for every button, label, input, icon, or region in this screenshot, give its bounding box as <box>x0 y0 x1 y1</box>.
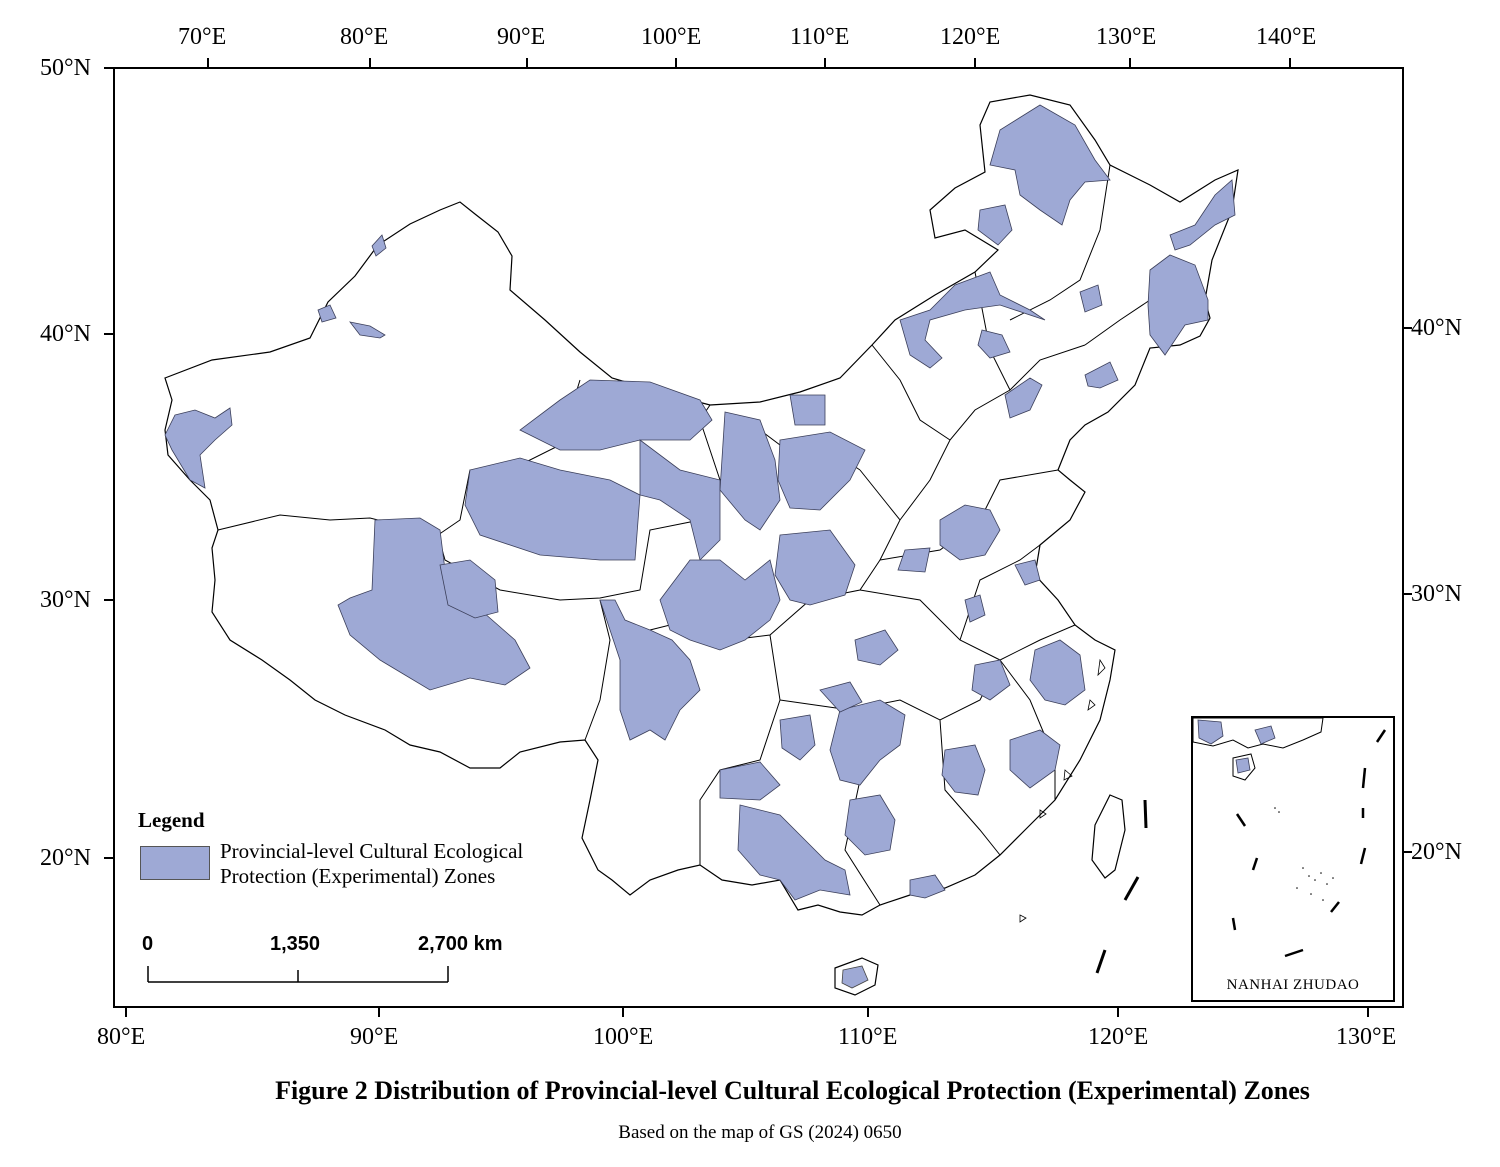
legend-swatch <box>140 846 210 880</box>
legend: Legend Provincial-level Cultural Ecologi… <box>138 808 523 888</box>
zone-sichuan <box>659 559 781 651</box>
right-lat-label-40: 40°N <box>1411 315 1462 341</box>
zone-xinjiang-3 <box>371 234 387 257</box>
graticule-ticks <box>104 58 1412 1017</box>
zone-guangxi-1 <box>737 804 851 901</box>
zone-inner-mongolia-2 <box>899 271 1046 369</box>
zone-hlj-2 <box>1169 179 1236 251</box>
bottom-lon-label-110: 110°E <box>838 1024 898 1050</box>
inset-label: NANHAI ZHUDAO <box>1226 977 1360 993</box>
zone-hebei-1 <box>977 329 1011 359</box>
scale-bar <box>147 966 449 983</box>
zone-xinjiang-2 <box>349 321 386 339</box>
inset-map-drawing <box>1192 717 1387 958</box>
zone-xinjiang-4 <box>317 304 337 323</box>
zone-liaoning <box>1084 361 1119 389</box>
zone-zhejiang <box>1029 639 1086 706</box>
inset-zone-2 <box>1254 725 1276 745</box>
maritime-boundary <box>1095 799 1148 974</box>
bottom-lon-label-80: 80°E <box>97 1024 146 1050</box>
left-lat-label-50: 50°N <box>40 55 91 81</box>
bottom-lon-label-120: 120°E <box>1088 1024 1149 1050</box>
figure-number: Figure 2 <box>275 1076 368 1105</box>
zone-jiangsu <box>1014 559 1041 586</box>
taiwan-outline <box>1091 794 1126 879</box>
bottom-lon-label-90: 90°E <box>350 1024 399 1050</box>
top-lon-label-120: 120°E <box>940 24 1001 50</box>
top-lon-label-140: 140°E <box>1256 24 1317 50</box>
inset-map: NANHAI ZHUDAO <box>1191 716 1395 1002</box>
zone-jilin <box>977 204 1013 246</box>
scale-label-end: 2,700 km <box>418 933 503 955</box>
scale-label-mid: 1,350 <box>270 933 321 955</box>
right-lat-label-30: 30°N <box>1411 581 1462 607</box>
coastal-islands <box>1019 658 1106 923</box>
zone-tibet-west <box>337 517 531 691</box>
map-frame <box>113 67 1404 1008</box>
source-note: Based on the map of GS (2024) 0650 <box>618 1122 902 1143</box>
protection-zones <box>164 104 1236 901</box>
bottom-lon-label-130: 130°E <box>1336 1024 1397 1050</box>
inset-zone-1 <box>1197 719 1224 745</box>
zone-shandong <box>939 504 1001 561</box>
zone-hlj-3 <box>1147 254 1209 356</box>
scale-label-start: 0 <box>142 933 154 955</box>
zone-hlj-1 <box>989 104 1111 226</box>
legend-item-label: Provincial-level Cultural Ecological Pro… <box>220 839 580 889</box>
zone-beijing <box>1004 377 1043 419</box>
zone-chongqing <box>779 714 816 761</box>
zone-hunan-1 <box>829 699 906 786</box>
inset-hainan-zone <box>1235 757 1251 774</box>
zone-guangxi-2 <box>844 794 896 856</box>
inset-dash-line <box>1231 729 1387 958</box>
legend-title: Legend <box>138 808 205 832</box>
zone-inner-gansu <box>719 411 781 531</box>
zone-guangdong <box>909 874 946 899</box>
top-lon-label-90: 90°E <box>497 24 546 50</box>
top-lon-label-70: 70°E <box>178 24 227 50</box>
zone-hubei <box>854 629 899 666</box>
figure-title: Distribution of Provincial-level Cultura… <box>374 1076 1310 1105</box>
top-lon-label-80: 80°E <box>340 24 389 50</box>
zone-tibet-east <box>439 559 499 619</box>
zone-sichuan-2 <box>774 529 856 606</box>
zone-qinghai-north <box>519 379 713 451</box>
top-lon-label-130: 130°E <box>1096 24 1157 50</box>
legend-item-line2: Protection (Experimental) Zones <box>220 864 496 888</box>
zone-jiangxi <box>941 744 986 796</box>
figure-caption: Figure 2 Distribution of Provincial-leve… <box>0 1076 1500 1106</box>
zone-anhui <box>964 594 986 623</box>
zone-zhejiang-2 <box>971 659 1011 701</box>
zone-xinjiang-1 <box>164 407 233 489</box>
right-lat-label-20: 20°N <box>1411 839 1462 865</box>
zone-hunan-2 <box>819 681 863 713</box>
zone-guizhou <box>719 761 781 801</box>
bottom-lon-label-100: 100°E <box>593 1024 654 1050</box>
zone-henan <box>897 547 931 573</box>
zone-shaanxi-n <box>777 431 866 511</box>
zone-qinghai-west <box>464 457 641 561</box>
legend-item-line1: Provincial-level Cultural Ecological <box>220 839 524 863</box>
inset-islands <box>1274 807 1334 901</box>
zone-yunnan <box>599 599 701 741</box>
hainan-zone <box>841 965 869 989</box>
zone-fujian <box>1009 729 1061 789</box>
zone-jilin-2 <box>1079 284 1103 313</box>
zone-inner-mongolia-1 <box>789 394 826 426</box>
left-lat-label-40: 40°N <box>40 321 91 347</box>
left-lat-label-30: 30°N <box>40 587 91 613</box>
top-lon-label-110: 110°E <box>790 24 850 50</box>
top-lon-label-100: 100°E <box>641 24 702 50</box>
left-lat-label-20: 20°N <box>40 845 91 871</box>
